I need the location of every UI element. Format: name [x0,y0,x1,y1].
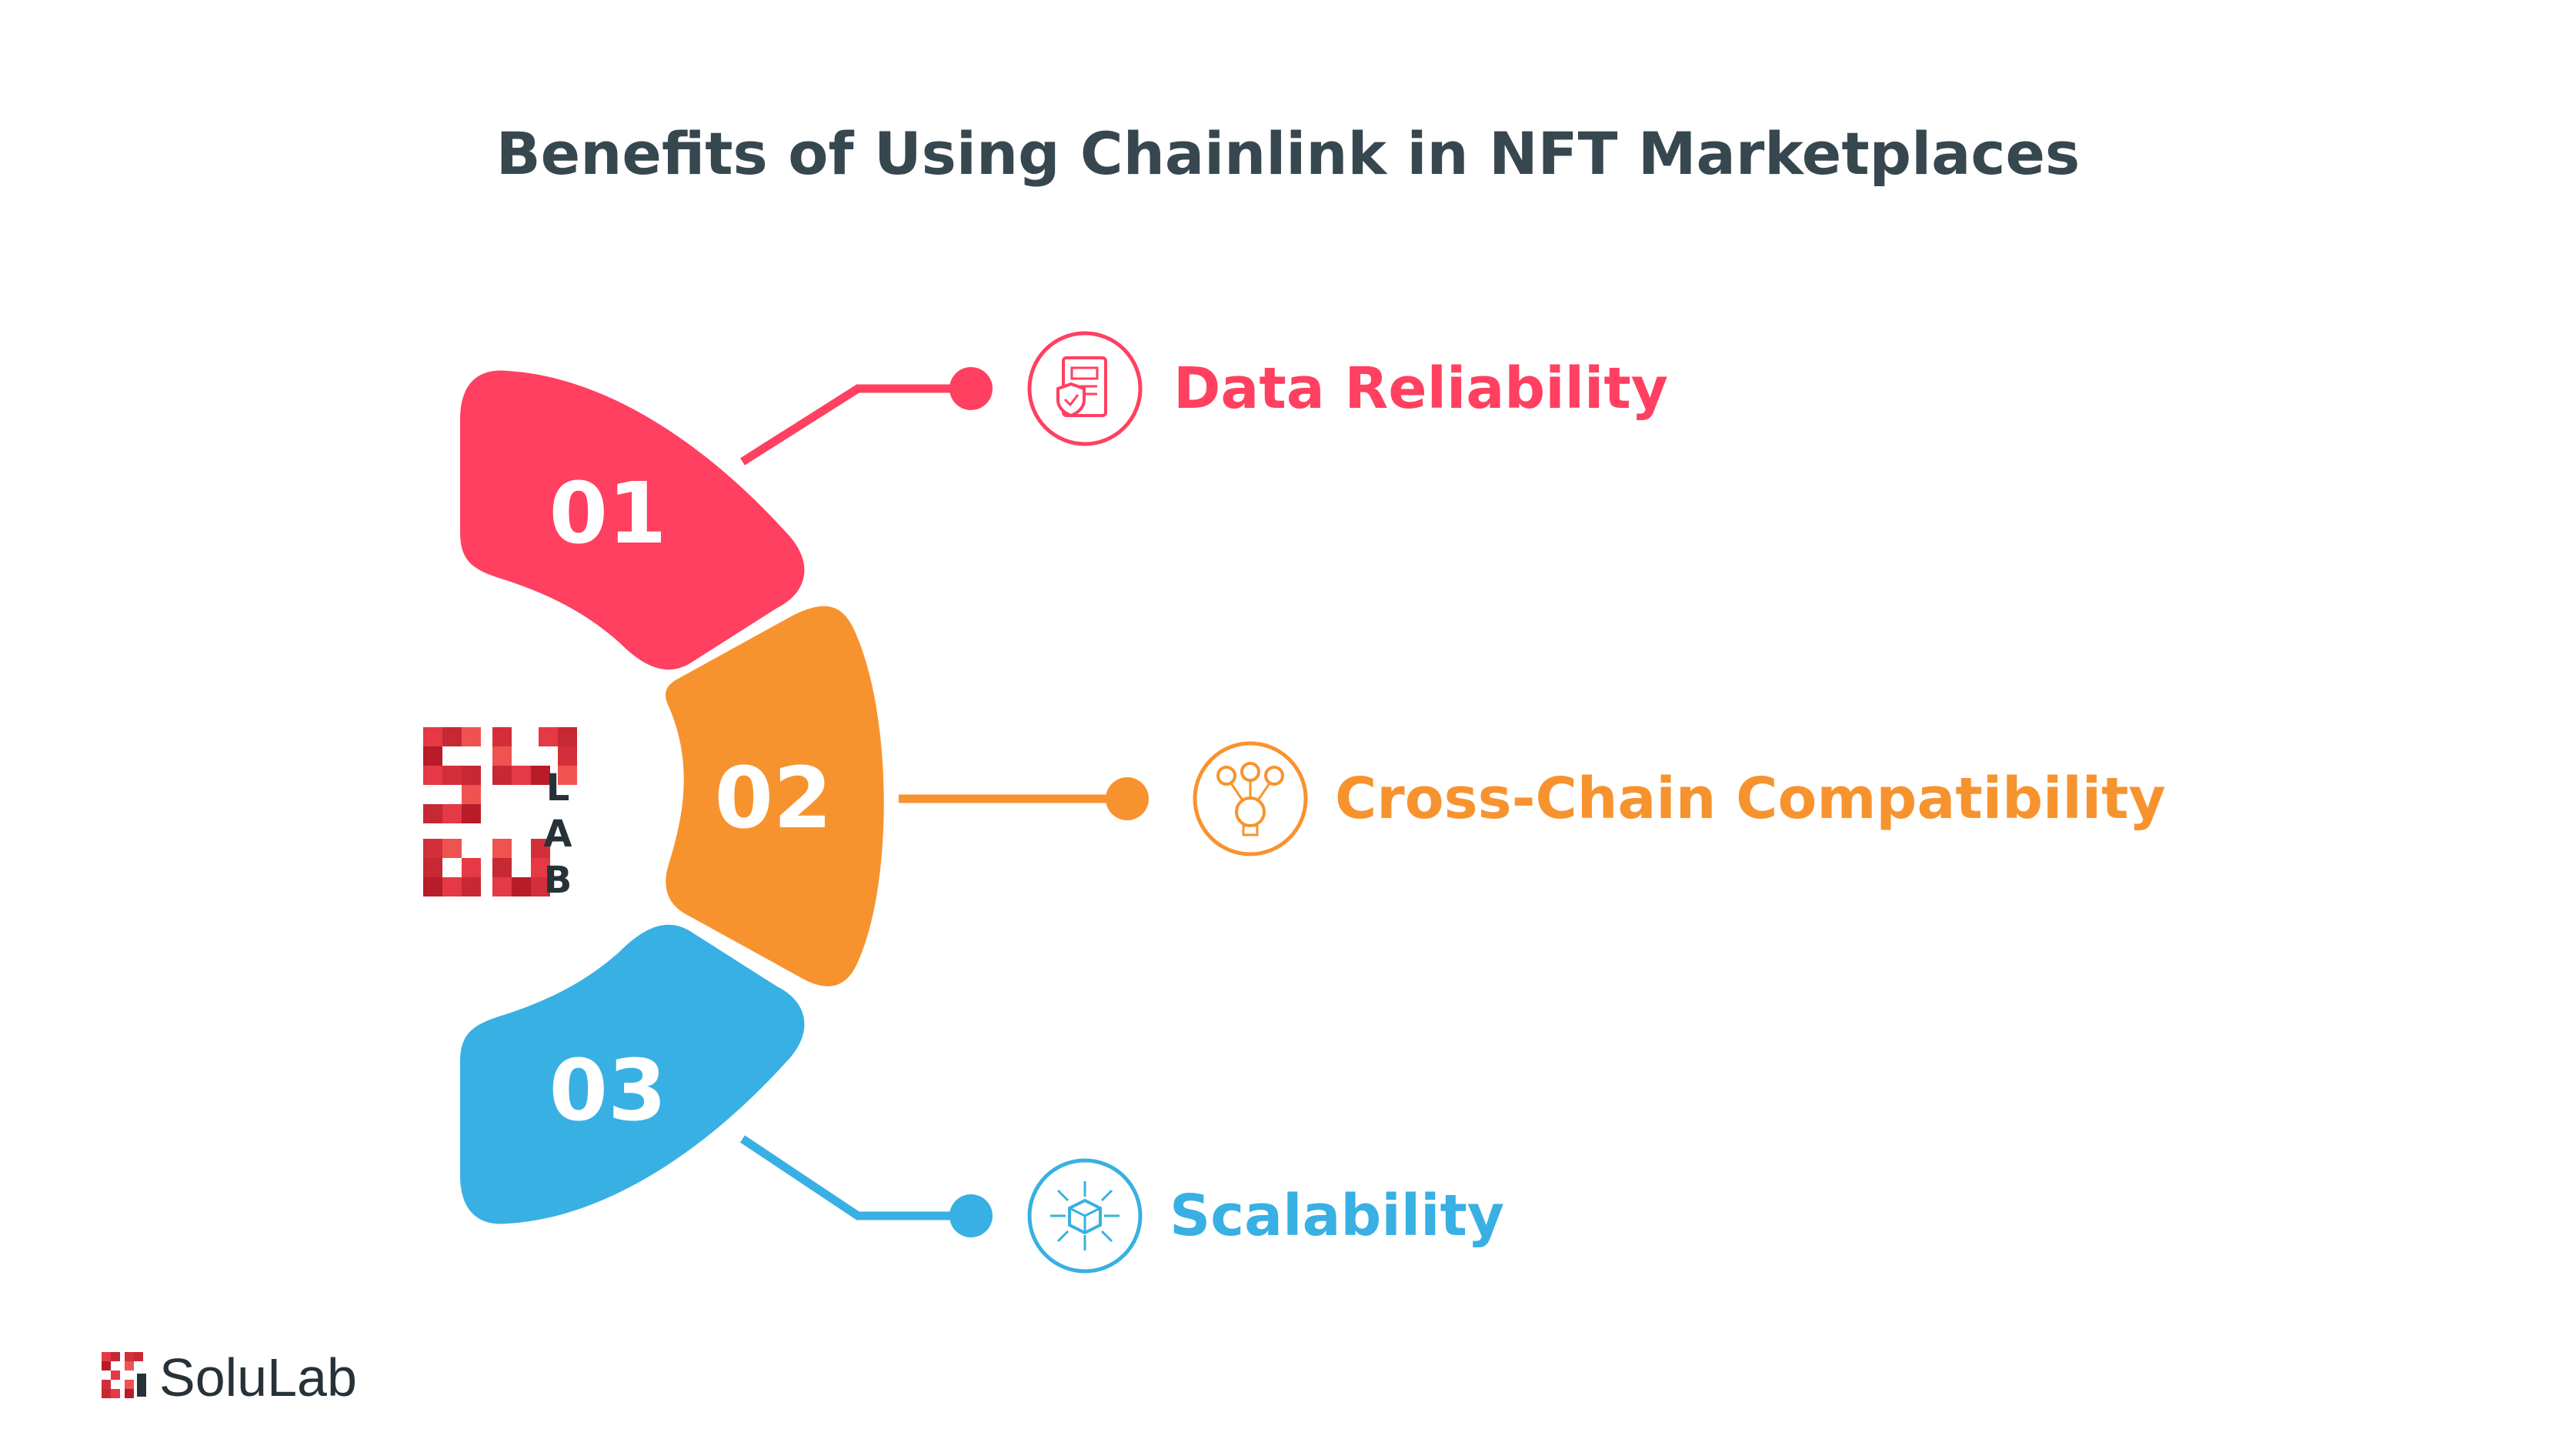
connector-03-dot [949,1194,993,1237]
center-logo-letter-l: L [546,766,570,810]
step-03-shape [460,924,805,1224]
step-03-label: Scalability [1170,1183,1504,1249]
step-01-label: Data Reliability [1173,356,1668,422]
step-02-shape [666,606,884,987]
step-02-label: Cross-Chain Compatibility [1335,766,2166,832]
step-01-segment: 01 [460,370,805,670]
connector-01-dot [949,367,993,410]
cube-expand-icon [1027,1158,1143,1274]
idea-network-icon [1193,741,1308,856]
center-logo: L A B [423,727,577,902]
report-shield-icon [1027,331,1143,446]
step-03-number: 03 [549,1041,666,1140]
step-01-number: 01 [549,464,666,563]
step-03-segment: 03 [460,924,805,1224]
center-logo-letter-b: B [544,859,572,902]
center-logo-mark [423,727,577,896]
page-title: Benefits of Using Chainlink in NFT Marke… [496,119,2080,188]
step-02-number: 02 [714,749,832,847]
step-02-segment: 02 [666,606,884,987]
connector-02 [899,777,1149,820]
connector-02-dot [1106,777,1149,820]
center-logo-letter-a: A [543,813,572,856]
connector-01 [740,367,993,466]
connector-03 [739,1135,993,1237]
footer-brand-name: SoluLab [159,1347,357,1407]
footer-logo-mark [102,1352,146,1398]
step-01-shape [460,370,805,670]
